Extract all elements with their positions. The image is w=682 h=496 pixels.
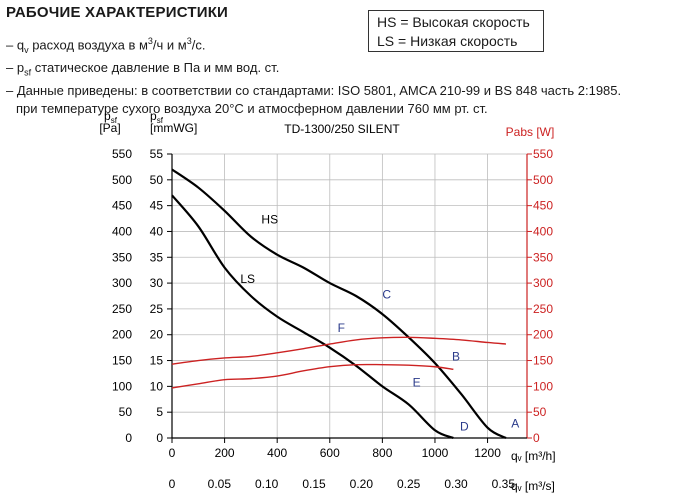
x-tick-label-m3h: 400 bbox=[267, 446, 287, 460]
point-label-c: C bbox=[382, 288, 391, 302]
speed-legend-box: HS = Высокая скорость LS = Низкая скорос… bbox=[368, 10, 544, 52]
series-line-hs bbox=[171, 168, 507, 439]
x-tick-label-m3h: 600 bbox=[320, 446, 340, 460]
y-tick-label-watt: 50 bbox=[533, 405, 547, 419]
point-label-b: B bbox=[452, 350, 460, 364]
y-tick-label-pa: 500 bbox=[112, 173, 132, 187]
y-right-axis-label: Pabs [W] bbox=[506, 125, 555, 139]
x-tick-label-m3h: 0 bbox=[169, 446, 176, 460]
x2-tick-label-m3s: 0.30 bbox=[444, 477, 468, 491]
point-label-e: E bbox=[413, 375, 421, 389]
point-label-f: F bbox=[338, 321, 345, 335]
x2-tick-label-m3s: 0.20 bbox=[350, 477, 374, 491]
y-tick-label-pa: 550 bbox=[112, 147, 132, 161]
y-tick-label-pa: 300 bbox=[112, 276, 132, 290]
y-tick-label-watt: 450 bbox=[533, 199, 553, 213]
y-tick-label-mmwg: 0 bbox=[156, 431, 163, 445]
y-tick-label-mmwg: 50 bbox=[150, 173, 164, 187]
y-tick-label-mmwg: 35 bbox=[150, 250, 164, 264]
x-tick-label-m3h: 1200 bbox=[474, 446, 501, 460]
y-tick-label-pa: 150 bbox=[112, 354, 132, 368]
y-tick-label-mmwg: 15 bbox=[150, 354, 164, 368]
x2-tick-label-m3s: 0.25 bbox=[397, 477, 421, 491]
y-tick-label-pa: 50 bbox=[119, 405, 133, 419]
y-tick-label-watt: 350 bbox=[533, 250, 553, 264]
note-line-standards: – Данные приведены: в соответствии со ст… bbox=[6, 82, 622, 98]
chart-title: TD-1300/250 SILENT bbox=[284, 122, 400, 136]
series-line-power-2 bbox=[171, 336, 507, 365]
y-tick-label-pa: 200 bbox=[112, 328, 132, 342]
note-line-conditions: при температуре сухого воздуха 20°C и ат… bbox=[16, 100, 488, 116]
y-tick-label-watt: 100 bbox=[533, 379, 553, 393]
note-line-airflow: – qv расход воздуха в м3/ч и м3/с. bbox=[6, 36, 206, 55]
y-tick-label-watt: 500 bbox=[533, 173, 553, 187]
y-tick-label-watt: 550 bbox=[533, 147, 553, 161]
y-tick-label-pa: 450 bbox=[112, 199, 132, 213]
y-tick-label-mmwg: 25 bbox=[150, 302, 164, 316]
y-tick-label-watt: 200 bbox=[533, 328, 553, 342]
y-tick-label-watt: 300 bbox=[533, 276, 553, 290]
x2-tick-label-m3s: 0.15 bbox=[302, 477, 326, 491]
y-tick-label-pa: 400 bbox=[112, 224, 132, 238]
y-tick-label-pa: 0 bbox=[125, 431, 132, 445]
y-tick-label-watt: 250 bbox=[533, 302, 553, 316]
x2-tick-label-m3s: 0 bbox=[169, 477, 176, 491]
y-tick-label-mmwg: 30 bbox=[150, 276, 164, 290]
notes-block: – qv расход воздуха в м3/ч и м3/с. – psf… bbox=[6, 32, 676, 118]
x-tick-label-m3h: 800 bbox=[372, 446, 392, 460]
y-tick-label-mmwg: 40 bbox=[150, 224, 164, 238]
y-tick-label-mmwg: 20 bbox=[150, 328, 164, 342]
x-tick-label-m3h: 200 bbox=[215, 446, 235, 460]
legend-hs: HS = Высокая скорость bbox=[377, 14, 530, 30]
y-tick-label-pa: 250 bbox=[112, 302, 132, 316]
x-tick-label-m3h: 1000 bbox=[422, 446, 449, 460]
y-mid-axis-unit: [mmWG] bbox=[150, 121, 197, 135]
point-label-d: D bbox=[460, 419, 469, 433]
x2-tick-label-m3s: 0.35 bbox=[492, 477, 516, 491]
y-tick-label-mmwg: 55 bbox=[150, 147, 164, 161]
legend-ls: LS = Низкая скорость bbox=[377, 33, 518, 49]
x2-tick-label-m3s: 0.05 bbox=[208, 477, 232, 491]
y-tick-label-mmwg: 45 bbox=[150, 199, 164, 213]
x2-axis-label: qᵥ [m³/s] bbox=[511, 479, 555, 493]
y-tick-label-watt: 150 bbox=[533, 354, 553, 368]
y-tick-label-pa: 350 bbox=[112, 250, 132, 264]
y-tick-label-watt: 400 bbox=[533, 224, 553, 238]
page-title: РАБОЧИЕ ХАРАКТЕРИСТИКИ bbox=[6, 4, 229, 21]
point-label-a: A bbox=[511, 417, 519, 431]
y-tick-label-pa: 100 bbox=[112, 379, 132, 393]
y-left-axis-unit: [Pa] bbox=[99, 121, 120, 135]
note-line-pressure: – psf статическое давление в Па и мм вод… bbox=[6, 59, 280, 78]
y-tick-label-mmwg: 10 bbox=[150, 379, 164, 393]
series-line-ls bbox=[171, 194, 454, 440]
x2-tick-label-m3s: 0.10 bbox=[255, 477, 279, 491]
y-tick-label-mmwg: 5 bbox=[156, 405, 163, 419]
series-line-power-3 bbox=[171, 363, 454, 389]
y-tick-label-watt: 0 bbox=[533, 431, 540, 445]
x-axis-label: qᵥ [m³/h] bbox=[511, 449, 556, 463]
point-label-hs: HS bbox=[261, 213, 278, 227]
point-label-ls: LS bbox=[240, 272, 255, 286]
